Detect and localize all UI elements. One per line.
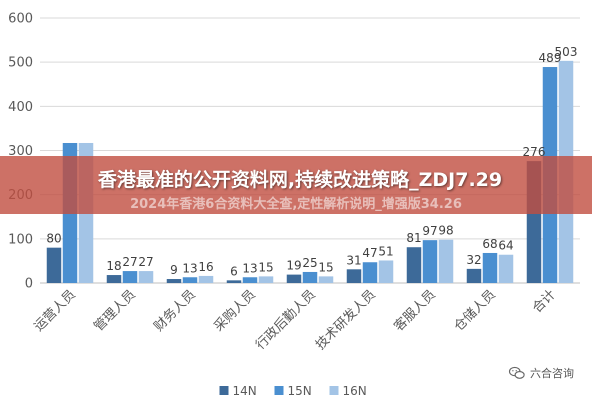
data-label: 27	[138, 255, 153, 269]
data-label: 503	[555, 45, 578, 59]
x-category-label: 行政后勤人员	[253, 287, 319, 353]
data-label: 98	[438, 224, 453, 238]
data-label: 18	[106, 259, 121, 273]
x-category-label: 运营人员	[31, 287, 78, 334]
data-label: 13	[242, 261, 257, 275]
legend-swatch	[219, 386, 229, 395]
watermark: 六合咨询	[508, 364, 574, 382]
data-label: 489	[539, 51, 562, 65]
bar-14N-2	[166, 279, 182, 283]
data-label: 6	[230, 264, 238, 278]
legend: 14N 15N 16N	[219, 384, 367, 398]
bar-15N-3	[242, 277, 258, 283]
data-label: 25	[302, 256, 317, 270]
overlay-banner	[0, 156, 592, 214]
bar-16N-1	[138, 271, 154, 283]
watermark-text: 六合咨询	[530, 367, 574, 380]
bar-15N-6	[422, 240, 438, 283]
legend-label: 14N	[233, 384, 257, 398]
overlay-title: 香港最准的公开资料网,持续改进策略_ZDJ7.29	[97, 169, 503, 191]
data-label: 32	[466, 253, 481, 267]
bar-16N-5	[378, 260, 394, 283]
legend-swatch	[274, 386, 284, 395]
y-tick-label: 400	[8, 100, 33, 115]
bar-15N-2	[182, 277, 198, 283]
bar-14N-7	[466, 268, 482, 283]
x-category-label: 技术研发人员	[312, 287, 378, 353]
bar-16N-2	[198, 275, 214, 283]
data-label: 15	[318, 260, 333, 274]
bar-14N-0	[46, 247, 62, 283]
bar-14N-5	[346, 269, 362, 283]
data-label: 15	[258, 260, 273, 274]
data-label: 64	[498, 239, 513, 253]
y-axis-ticks: 0100200300400500600	[8, 12, 33, 292]
legend-label: 15N	[288, 384, 312, 398]
data-label: 9	[170, 263, 178, 277]
y-tick-label: 600	[8, 12, 33, 27]
bar-15N-4	[302, 271, 318, 283]
data-label: 80	[46, 232, 61, 246]
overlay-subtitle: 2024年香港6合资料大全查,定性解析说明_增强版34.26	[130, 197, 462, 212]
data-label: 51	[378, 244, 393, 258]
bar-14N-1	[106, 275, 122, 283]
x-category-label: 客服人员	[391, 287, 439, 335]
data-label: 97	[422, 224, 437, 238]
data-label: 31	[346, 253, 361, 267]
y-tick-label: 0	[25, 277, 33, 292]
data-label: 68	[482, 237, 497, 251]
y-tick-label: 500	[8, 56, 33, 71]
y-tick-label: 300	[8, 144, 33, 159]
bar-14N-4	[286, 274, 302, 283]
y-tick-label: 100	[8, 232, 33, 247]
data-label: 27	[122, 255, 137, 269]
bar-16N-3	[258, 276, 274, 283]
x-category-label: 财务人员	[151, 287, 199, 335]
legend-label: 16N	[343, 384, 367, 398]
bar-16N-6	[438, 239, 454, 283]
x-category-label: 合计	[530, 287, 559, 316]
data-label: 16	[198, 260, 213, 274]
x-category-label: 管理人员	[91, 287, 138, 334]
bar-15N-1	[122, 271, 138, 283]
data-label: 19	[286, 259, 301, 273]
data-label: 47	[362, 246, 377, 260]
bar-15N-5	[362, 262, 378, 283]
bar-14N-3	[226, 280, 242, 283]
x-category-label: 仓储人员	[451, 287, 498, 334]
x-category-label: 采购人员	[211, 287, 259, 335]
legend-swatch	[329, 386, 339, 395]
bar-16N-7	[498, 254, 514, 283]
bar-15N-7	[482, 252, 498, 283]
bar-16N-4	[318, 276, 334, 283]
data-label: 13	[182, 261, 197, 275]
wechat-icon	[508, 366, 525, 379]
data-label: 81	[406, 231, 421, 245]
bar-14N-6	[406, 247, 422, 283]
data-label: 276	[523, 145, 546, 159]
